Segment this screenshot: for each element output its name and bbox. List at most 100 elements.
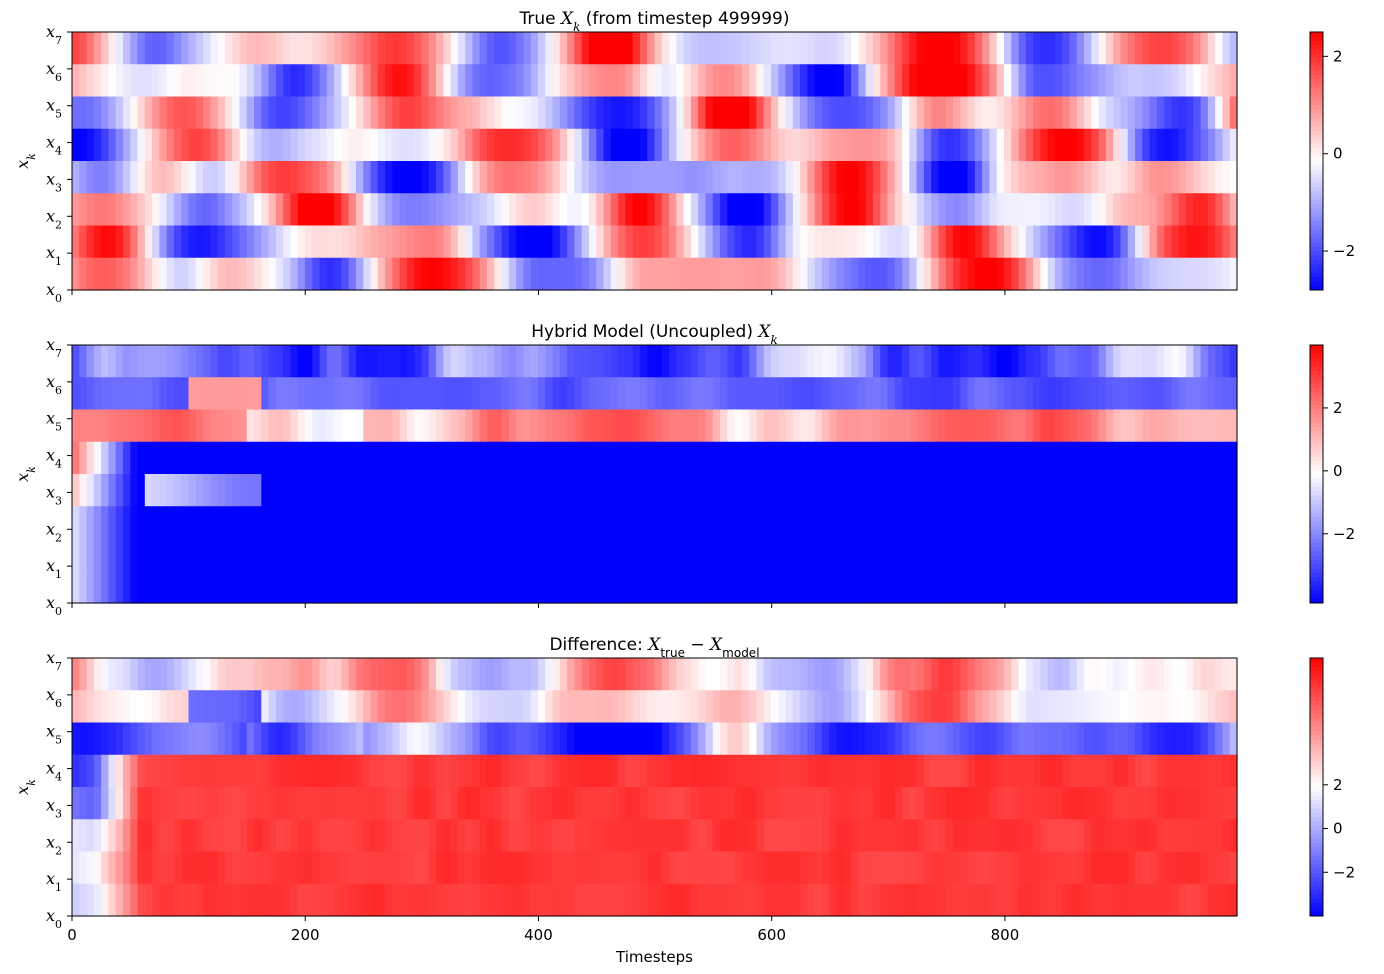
heatmap-cell: [639, 225, 648, 259]
heatmap-cell: [1076, 225, 1085, 259]
heatmap-cell: [217, 722, 226, 756]
heatmap-cell: [195, 538, 204, 572]
heatmap-cell: [545, 441, 554, 475]
heatmap-cell: [836, 754, 845, 788]
heatmap-cell: [115, 193, 124, 227]
heatmap-cell: [567, 883, 576, 917]
heatmap-cell: [516, 851, 525, 885]
heatmap-cell: [800, 787, 809, 820]
heatmap-cell: [283, 883, 292, 917]
heatmap-cell: [712, 506, 721, 540]
heatmap-cell: [363, 128, 372, 162]
heatmap-cell: [865, 819, 874, 853]
heatmap-cell: [1120, 690, 1129, 724]
heatmap-cell: [676, 851, 685, 885]
heatmap-cell: [406, 193, 415, 227]
heatmap-cell: [487, 819, 495, 853]
heatmap-cell: [377, 409, 386, 443]
heatmap-cell: [472, 506, 481, 540]
heatmap-cell: [1098, 377, 1107, 411]
heatmap-cell: [741, 64, 750, 98]
heatmap-cell: [508, 474, 517, 507]
heatmap-cell: [224, 538, 233, 572]
heatmap-cell: [567, 722, 576, 756]
heatmap-cell: [1156, 851, 1165, 885]
heatmap-cell: [800, 506, 809, 540]
heatmap-cell: [385, 441, 393, 475]
heatmap-cell: [79, 538, 88, 572]
heatmap-cell: [538, 570, 546, 604]
heatmap-cell: [705, 128, 714, 162]
heatmap-cell: [749, 377, 758, 411]
heatmap-cell: [807, 658, 816, 691]
heatmap-cell: [763, 64, 772, 98]
heatmap-cell: [239, 506, 248, 540]
heatmap-cell: [414, 787, 423, 820]
heatmap-cell: [880, 257, 889, 291]
colorbar-swatch: [1310, 247, 1323, 252]
heatmap-cell: [1135, 570, 1143, 604]
heatmap-cell: [508, 32, 517, 65]
heatmap-cell: [989, 819, 998, 853]
heatmap-cell: [829, 441, 838, 475]
heatmap-cell: [239, 409, 248, 443]
heatmap-cell: [982, 377, 991, 411]
heatmap-cell: [851, 32, 859, 65]
heatmap-cell: [516, 377, 525, 411]
heatmap-cell: [872, 377, 881, 411]
heatmap-cell: [843, 851, 852, 885]
heatmap-cell: [1193, 32, 1202, 65]
heatmap-cell: [144, 883, 153, 917]
heatmap-cell: [1156, 787, 1165, 820]
heatmap-cell: [246, 506, 255, 540]
heatmap-cell: [1229, 787, 1238, 820]
heatmap-cell: [1047, 128, 1056, 162]
heatmap-cell: [1156, 409, 1165, 443]
heatmap-cell: [334, 64, 343, 98]
y-tick-label: x2: [46, 519, 62, 544]
heatmap-cell: [1193, 409, 1202, 443]
heatmap-cell: [239, 819, 248, 853]
colorbar-swatch: [1310, 130, 1323, 136]
heatmap-cell: [756, 64, 765, 98]
heatmap-cell: [377, 506, 386, 540]
heatmap-cell: [618, 161, 626, 194]
heatmap-cell: [676, 409, 685, 443]
heatmap-cell: [1127, 345, 1136, 378]
heatmap-cell: [872, 754, 881, 788]
heatmap-cell: [159, 128, 168, 162]
heatmap-cell: [734, 64, 743, 98]
heatmap-cell: [465, 161, 474, 194]
heatmap-cell: [1004, 819, 1012, 853]
heatmap-cell: [1186, 754, 1194, 788]
heatmap-cell: [909, 722, 918, 756]
heatmap-cell: [785, 851, 794, 885]
heatmap-cell: [217, 161, 226, 194]
heatmap-cell: [516, 409, 525, 443]
heatmap-cell: [1207, 193, 1216, 227]
heatmap-cell: [836, 128, 845, 162]
heatmap-cell: [720, 64, 728, 98]
heatmap-cell: [792, 257, 801, 291]
heatmap-cell: [1200, 193, 1209, 227]
heatmap-cell: [108, 851, 117, 885]
heatmap-cell: [894, 658, 903, 691]
heatmap-cell: [894, 193, 903, 227]
heatmap-cell: [712, 409, 721, 443]
heatmap-cell: [1105, 441, 1114, 475]
heatmap-cell: [399, 225, 408, 259]
heatmap-cell: [712, 193, 721, 227]
heatmap-cell: [166, 32, 175, 65]
heatmap-cell: [1127, 377, 1136, 411]
heatmap-cell: [494, 754, 503, 788]
heatmap-cell: [603, 787, 612, 820]
heatmap-cell: [865, 538, 874, 572]
heatmap-cell: [705, 754, 714, 788]
heatmap-cell: [1135, 658, 1143, 691]
heatmap-cell: [552, 161, 561, 194]
heatmap-cell: [297, 32, 306, 65]
colorbar-swatch: [1310, 692, 1323, 698]
heatmap-cell: [1207, 409, 1216, 443]
colorbar-swatch: [1310, 534, 1323, 539]
heatmap-cell: [79, 570, 88, 604]
